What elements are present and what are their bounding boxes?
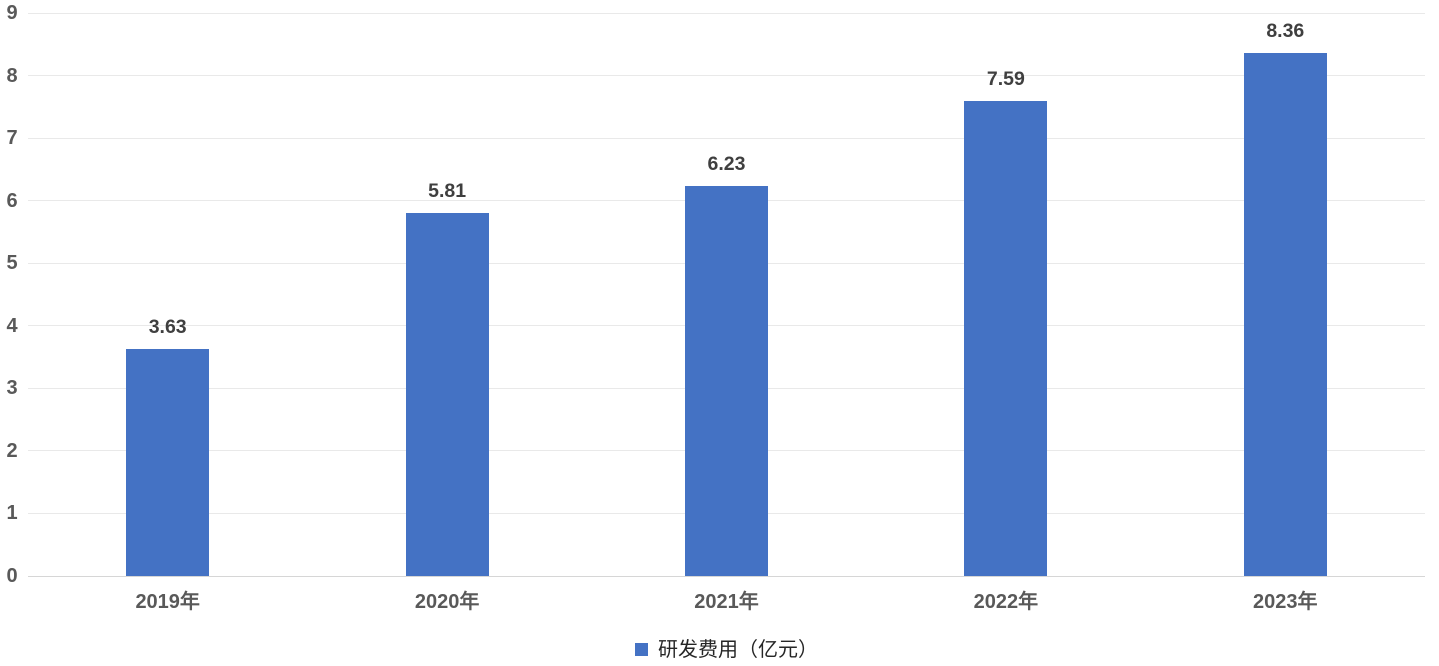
x-axis: 2019年 2020年 2021年 2022年 2023年 [28,589,1425,617]
y-tick-label: 9 [6,2,18,24]
bar-value-label: 5.81 [428,179,467,202]
bar [1243,53,1327,576]
y-tick-label: 2 [6,439,18,462]
y-tick-label: 5 [6,252,18,275]
y-tick-label: 4 [6,314,18,337]
y-tick-label: 1 [6,502,18,525]
x-tick-label: 2021年 [694,591,759,613]
y-axis: 0 1 2 3 4 5 6 7 8 9 [0,0,26,666]
bar [685,186,768,576]
x-axis-line [28,575,1425,577]
x-tick-label: 2020年 [414,591,480,613]
x-tick-label: 2023年 [1253,591,1318,613]
gridline [28,75,1425,77]
legend-marker-icon [635,642,648,656]
bar [126,348,210,576]
bar-value-label: 6.23 [707,153,746,176]
gridline [28,137,1425,139]
y-tick-label: 8 [6,64,18,87]
x-tick-label: 2019年 [135,591,200,613]
bar-value-label: 7.59 [986,68,1025,91]
y-tick-label: 3 [6,377,18,400]
legend-label: 研发费用（亿元） [658,637,818,661]
y-tick-label: 7 [6,127,18,150]
bar-value-label: 8.36 [1266,20,1305,43]
y-tick-label: 0 [6,565,18,587]
bar [964,101,1048,576]
plot-area: 3.63 5.81 6.23 7.59 8.36 [28,0,1425,666]
bar [405,212,489,576]
bar-value-label: 3.63 [148,315,187,338]
y-tick-label: 6 [6,189,18,212]
gridline [28,12,1425,14]
x-tick-label: 2022年 [973,591,1039,613]
legend: 研发费用（亿元） [28,636,1425,662]
